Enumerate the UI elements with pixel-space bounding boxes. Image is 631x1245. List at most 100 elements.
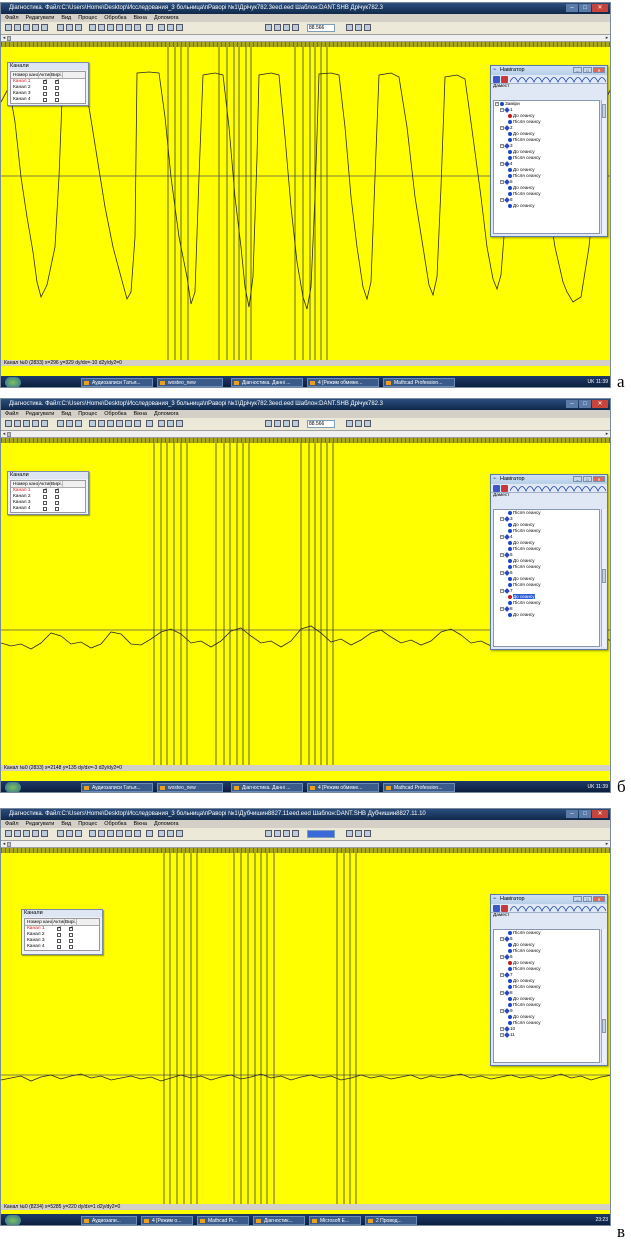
scroll-right-icon[interactable]: ▸ <box>605 35 609 41</box>
open-folder-icon[interactable] <box>14 24 21 31</box>
scroll-thumb[interactable] <box>7 432 11 437</box>
tree-icon[interactable] <box>176 830 183 837</box>
menu-help[interactable]: Допомога <box>153 411 179 417</box>
visible-checkbox[interactable] <box>55 500 59 505</box>
minimize-button[interactable]: – <box>573 896 582 902</box>
tree-node[interactable]: До сеансу <box>494 594 599 600</box>
smile-icon[interactable] <box>107 24 114 31</box>
signal-plot[interactable] <box>1 443 610 765</box>
collapse-icon[interactable]: − <box>500 107 504 112</box>
channel-row[interactable]: Канал 2 <box>11 85 85 91</box>
visible-checkbox[interactable] <box>69 926 74 931</box>
language-indicator[interactable]: UK <box>587 784 595 790</box>
tree-node[interactable]: − Заміри <box>494 101 599 107</box>
tree-node[interactable]: До сеансу <box>494 1014 599 1020</box>
active-checkbox[interactable] <box>57 938 61 943</box>
channel-row[interactable]: Канал 1 <box>25 926 99 932</box>
tree-node[interactable]: −6 <box>494 196 599 203</box>
tree-node[interactable]: До сеансу <box>494 203 599 209</box>
tree-scrollbar[interactable] <box>601 100 606 234</box>
visible-checkbox[interactable] <box>69 932 73 937</box>
scroll-right-icon[interactable]: ▸ <box>605 841 609 847</box>
tree-node[interactable]: −8 <box>494 605 599 612</box>
taskbar-button[interactable]: Mathcad Pr... <box>197 1216 249 1225</box>
zoom-input[interactable]: 88.566 <box>307 420 335 428</box>
grid-icon[interactable] <box>134 830 141 837</box>
horizontal-scrollbar[interactable]: ◂ ▸ <box>1 35 610 42</box>
tree-node[interactable]: До сеансу <box>494 149 599 155</box>
menu-windows[interactable]: Вікна <box>133 411 147 417</box>
cursor-icon[interactable] <box>125 24 132 31</box>
maximize-button[interactable]: □ <box>579 4 591 12</box>
collapse-icon[interactable]: − <box>500 125 504 130</box>
close-button[interactable]: ✕ <box>592 4 608 12</box>
maximize-button[interactable]: □ <box>583 67 592 73</box>
new-file-icon[interactable] <box>5 830 12 837</box>
sun-icon[interactable] <box>116 420 123 427</box>
tree-node[interactable]: −4 <box>494 533 599 540</box>
zoom-in-icon[interactable] <box>265 420 272 427</box>
signal-plot[interactable] <box>1 47 610 360</box>
cursor-icon[interactable] <box>125 830 132 837</box>
menu-processing[interactable]: Обробка <box>104 411 127 417</box>
tree-node[interactable]: До сеансу <box>494 576 599 582</box>
tree-node[interactable]: −3 <box>494 142 599 149</box>
zoom-out-icon[interactable] <box>283 24 290 31</box>
horizontal-scrollbar[interactable]: ◂ ▸ <box>1 841 610 848</box>
zoom-out-icon[interactable] <box>283 830 290 837</box>
zoom-in-icon[interactable] <box>265 830 272 837</box>
collapse-icon[interactable]: − <box>500 1026 504 1031</box>
wave-a-icon[interactable] <box>346 830 353 837</box>
col-active[interactable]: Актив... <box>53 919 65 925</box>
zoom-percent-icon[interactable] <box>292 420 299 427</box>
close-button[interactable]: ✕ <box>592 810 608 818</box>
tree-node[interactable]: Після сеансу <box>494 600 599 606</box>
tree-node[interactable]: Після сеансу <box>494 948 599 954</box>
scroll-thumb[interactable] <box>7 36 11 41</box>
bars-icon[interactable] <box>89 420 96 427</box>
taskbar-button[interactable]: Аудиозапи... <box>81 1216 137 1225</box>
tree-node[interactable]: −6 <box>494 569 599 576</box>
tree-icon[interactable] <box>176 420 183 427</box>
bars-icon[interactable] <box>89 24 96 31</box>
tree-node[interactable]: Після сеансу <box>494 155 599 161</box>
zoom-input[interactable] <box>307 830 335 838</box>
menu-view[interactable]: Вид <box>61 411 72 417</box>
taskbar-button[interactable]: wosteo_new <box>157 378 223 387</box>
menu-processing[interactable]: Обробка <box>104 821 127 827</box>
zoom-percent-icon[interactable] <box>292 24 299 31</box>
heart-icon[interactable] <box>501 76 508 83</box>
tree-node[interactable]: До сеансу <box>494 996 599 1002</box>
zoom-in-icon[interactable] <box>265 24 272 31</box>
close-button[interactable]: ✕ <box>593 896 605 902</box>
sun-icon[interactable] <box>116 24 123 31</box>
chart-icon[interactable] <box>146 420 153 427</box>
delete-icon[interactable] <box>75 830 82 837</box>
channel-row[interactable]: Канал 3 <box>11 91 85 97</box>
tree-scrollbar[interactable] <box>601 929 606 1063</box>
maximize-button[interactable]: □ <box>583 896 592 902</box>
menu-edit[interactable]: Редагувати <box>25 821 55 827</box>
collapse-icon[interactable]: − <box>500 954 504 959</box>
tree-node[interactable]: До сеансу <box>494 540 599 546</box>
print-icon[interactable] <box>41 420 48 427</box>
wave-c-icon[interactable] <box>364 830 371 837</box>
tree-node[interactable]: До сеансу <box>494 558 599 564</box>
scroll-left-icon[interactable]: ◂ <box>2 841 6 847</box>
heart-icon[interactable] <box>501 485 508 492</box>
active-checkbox[interactable] <box>43 85 47 90</box>
view-icon[interactable] <box>493 76 500 83</box>
menu-edit[interactable]: Редагувати <box>25 15 55 21</box>
maximize-button[interactable]: □ <box>579 400 591 408</box>
menu-help[interactable]: Допомога <box>153 15 179 21</box>
col-active[interactable]: Актив... <box>39 481 51 487</box>
collapse-icon[interactable]: − <box>500 606 504 611</box>
tree-node[interactable]: Після сеансу <box>494 173 599 179</box>
channel-row[interactable]: Канал 2 <box>25 932 99 938</box>
wave-c-icon[interactable] <box>364 24 371 31</box>
active-checkbox[interactable] <box>57 926 62 931</box>
channel-row[interactable]: Канал 2 <box>11 494 85 500</box>
wave-b-icon[interactable] <box>355 24 362 31</box>
cursor-icon[interactable] <box>125 420 132 427</box>
delete-icon[interactable] <box>75 24 82 31</box>
